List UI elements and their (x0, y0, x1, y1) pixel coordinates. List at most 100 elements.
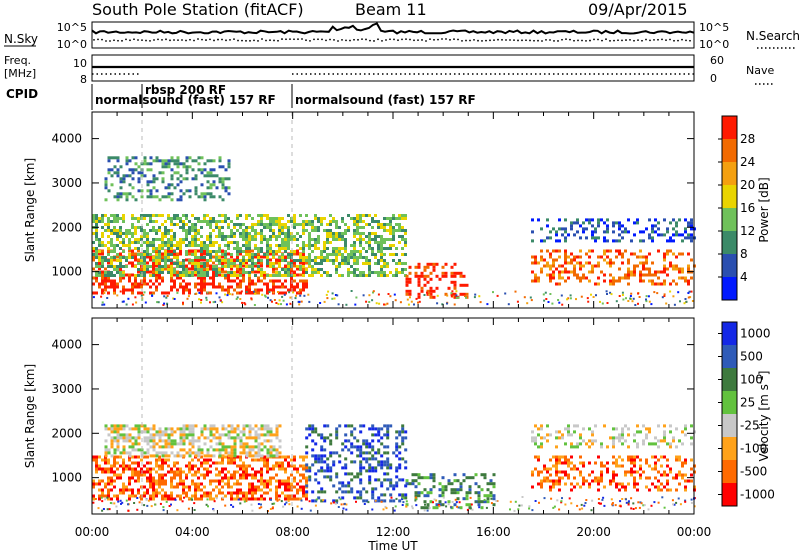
echo-cell (639, 270, 642, 274)
echo-cell (648, 279, 651, 283)
echo-cell (239, 223, 242, 226)
echo-cell (453, 488, 457, 492)
echo-cell (104, 214, 107, 217)
echo-cell (684, 298, 687, 300)
echo-cell (456, 479, 460, 483)
echo-cell (185, 171, 189, 175)
echo-cell (98, 267, 101, 271)
echo-cell (203, 476, 206, 480)
echo-cell (272, 265, 275, 268)
echo-cell (233, 458, 236, 462)
echo-cell (645, 476, 648, 480)
echo-cell (305, 494, 308, 498)
echo-cell (131, 186, 135, 190)
echo-cell (675, 488, 678, 492)
echo-cell (275, 427, 279, 431)
echo-cell (143, 504, 146, 507)
echo-cell (666, 458, 669, 462)
echo-cell (537, 218, 540, 222)
echo-cell (257, 479, 260, 483)
echo-cell (444, 262, 448, 266)
echo-cell (176, 461, 179, 465)
colorbar-segment (722, 231, 737, 254)
echo-cell (155, 262, 158, 265)
echo-cell (303, 294, 306, 297)
echo-cell (167, 159, 171, 163)
echo-cell (469, 507, 472, 510)
echo-cell (603, 252, 606, 256)
echo-cell (576, 482, 579, 486)
echo-cell (134, 252, 137, 256)
echo-cell (242, 470, 245, 474)
echo-cell (636, 255, 639, 259)
echo-cell (92, 258, 95, 262)
echo-cell (107, 159, 111, 163)
echo-cell (549, 485, 552, 489)
echo-cell (582, 482, 585, 486)
echo-cell (585, 218, 588, 222)
nsearch-dot (589, 39, 591, 42)
echo-cell (230, 253, 233, 256)
echo-cell (317, 271, 320, 274)
echo-cell (224, 259, 227, 262)
echo-cell (155, 156, 159, 160)
echo-cell (182, 442, 186, 446)
echo-cell (224, 177, 228, 181)
echo-cell (378, 302, 381, 305)
echo-cell (621, 252, 624, 256)
echo-cell (531, 430, 534, 434)
echo-cell (690, 221, 693, 225)
echo-cell (233, 232, 236, 235)
echo-cell (209, 264, 212, 268)
echo-cell (95, 265, 98, 268)
echo-cell (390, 496, 393, 499)
echo-cell (687, 236, 690, 240)
echo-cell (221, 265, 224, 268)
nsearch-dot (373, 40, 375, 42)
echo-cell (260, 238, 263, 241)
echo-cell (663, 279, 666, 283)
echo-cell (239, 451, 243, 455)
echo-cell (233, 473, 236, 477)
echo-cell (453, 473, 457, 477)
echo-cell (152, 264, 155, 268)
echo-cell (254, 223, 257, 226)
echo-cell (389, 223, 392, 226)
echo-cell (687, 252, 690, 256)
echo-cell (308, 262, 311, 265)
echo-cell (645, 461, 648, 465)
echo-cell (404, 268, 407, 271)
echo-cell (224, 445, 228, 449)
echo-cell (606, 461, 609, 465)
echo-cell (441, 485, 445, 489)
echo-cell (266, 291, 269, 295)
echo-cell (639, 458, 642, 462)
echo-cell (359, 469, 363, 473)
echo-cell (125, 273, 128, 277)
echo-cell (122, 464, 125, 468)
echo-cell (152, 174, 156, 178)
echo-cell (239, 285, 242, 289)
echo-cell (143, 229, 146, 232)
echo-cell (185, 271, 188, 274)
echo-cell (266, 244, 269, 247)
echo-cell (179, 497, 182, 501)
echo-cell (300, 499, 303, 502)
echo-cell (215, 285, 218, 289)
echo-cell (386, 466, 390, 470)
echo-cell (149, 156, 153, 160)
echo-cell (408, 289, 412, 293)
echo-cell (242, 238, 245, 241)
echo-cell (275, 488, 278, 492)
echo-cell (95, 271, 98, 274)
echo-cell (102, 508, 105, 510)
echo-cell (537, 482, 540, 486)
echo-cell (170, 192, 174, 196)
nsearch-dot (617, 39, 619, 42)
echo-cell (398, 445, 402, 449)
echo-cell (618, 224, 621, 228)
echo-cell (166, 295, 169, 297)
echo-cell (272, 291, 275, 294)
echo-cell (128, 159, 132, 163)
echo-cell (269, 427, 273, 431)
